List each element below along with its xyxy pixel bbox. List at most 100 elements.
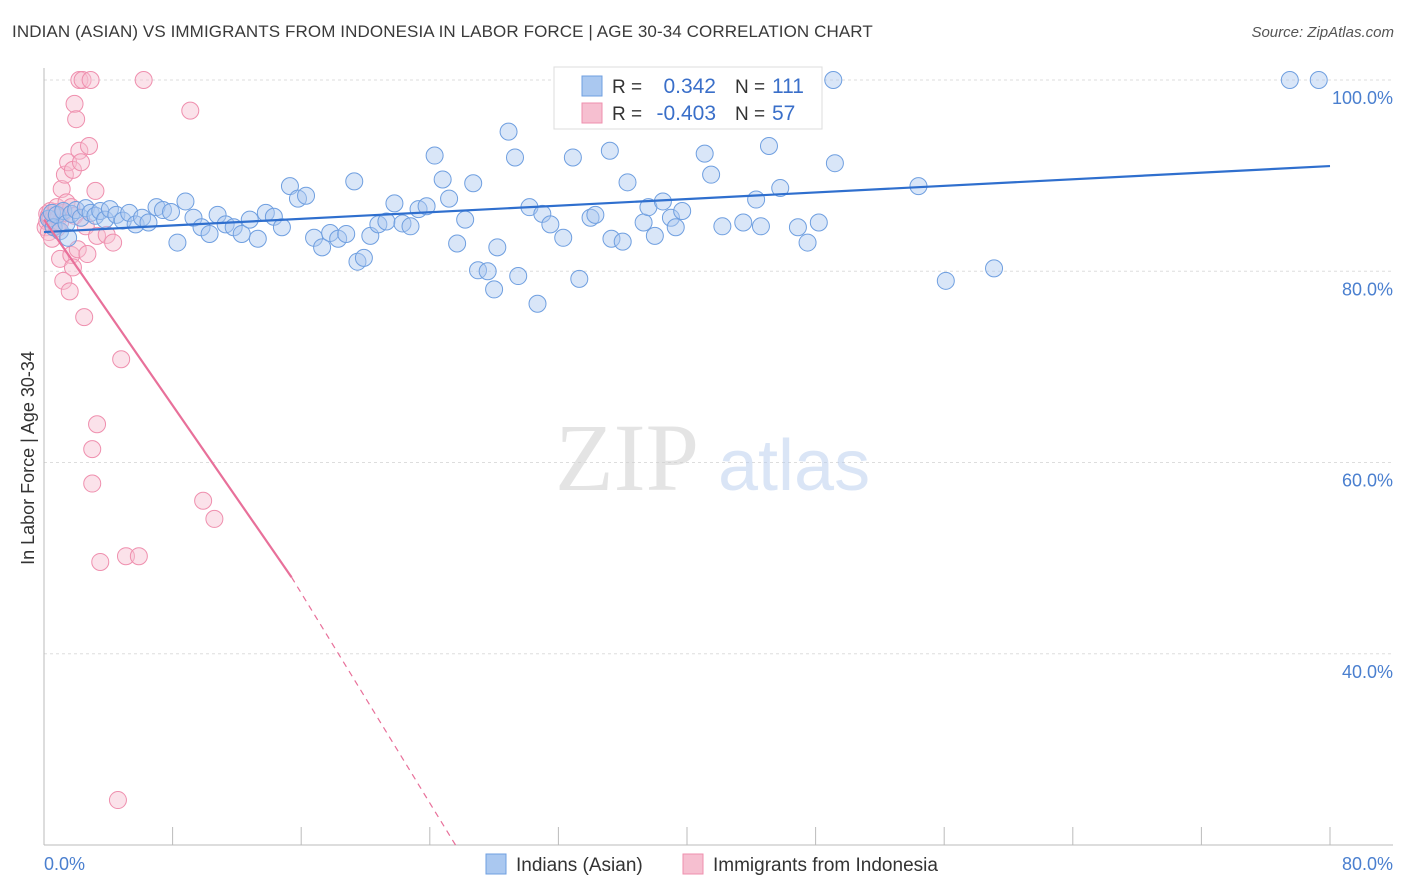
- legend-r-label-2: R =: [612, 104, 642, 125]
- point-indians-asian: [1280, 71, 1299, 89]
- source-label: Source: ZipAtlas.com: [1251, 24, 1394, 41]
- point-immigrants-indonesia: [129, 547, 148, 566]
- point-immigrants-indonesia: [88, 415, 107, 434]
- trend-line-immigrants-indonesia: [43, 218, 293, 578]
- legend-swatch-pink: [581, 102, 603, 124]
- point-indians-asian: [313, 238, 332, 257]
- point-indians-asian: [59, 228, 78, 247]
- stats-legend: R = 0.342 N = 111 R = -0.403 N = 57: [553, 66, 823, 130]
- trend-lines: [43, 164, 1331, 846]
- point-indians-asian: [272, 218, 291, 237]
- point-indians-asian: [1309, 71, 1328, 89]
- watermark-atlas: atlas: [718, 426, 870, 506]
- legend-n-value-1: 111: [772, 75, 804, 98]
- y-axis-title: In Labor Force | Age 30-34: [18, 351, 38, 565]
- legend-n-label-2: N =: [735, 104, 765, 125]
- point-indians-asian: [825, 154, 844, 173]
- legend-n-value-2: 57: [772, 102, 795, 125]
- point-indians-asian: [433, 170, 452, 189]
- y-tick-label: 80.0%: [1342, 279, 1393, 299]
- point-indians-asian: [464, 174, 483, 193]
- point-indians-asian: [661, 208, 680, 227]
- point-immigrants-indonesia: [68, 240, 87, 259]
- point-indians-asian: [809, 213, 828, 232]
- point-indians-asian: [581, 208, 600, 227]
- point-immigrants-indonesia: [67, 110, 86, 129]
- chart-title: INDIAN (ASIAN) VS IMMIGRANTS FROM INDONE…: [12, 22, 873, 41]
- point-indians-asian: [702, 165, 721, 184]
- x-tick-label-max: 80.0%: [1342, 854, 1393, 874]
- series-immigrants-indonesia-points: [36, 71, 224, 810]
- x-tick-label-min: 0.0%: [44, 854, 85, 874]
- point-immigrants-indonesia: [112, 350, 131, 369]
- point-immigrants-indonesia: [181, 101, 200, 120]
- point-indians-asian: [509, 267, 528, 286]
- point-immigrants-indonesia: [134, 71, 153, 89]
- bottom-legend-swatch-pink: [682, 853, 704, 875]
- point-immigrants-indonesia: [63, 258, 82, 277]
- point-immigrants-indonesia: [108, 791, 127, 810]
- point-immigrants-indonesia: [71, 153, 90, 172]
- bottom-legend-label-2: Immigrants from Indonesia: [713, 855, 938, 876]
- point-indians-asian: [798, 233, 817, 252]
- point-immigrants-indonesia: [75, 308, 94, 327]
- point-indians-asian: [176, 192, 195, 211]
- point-indians-asian: [645, 226, 664, 245]
- point-indians-asian: [385, 194, 404, 213]
- point-indians-asian: [771, 179, 790, 198]
- point-indians-asian: [417, 197, 436, 216]
- point-immigrants-indonesia: [86, 181, 105, 200]
- point-indians-asian: [586, 205, 605, 224]
- legend-r-value-1: 0.342: [663, 75, 716, 98]
- point-immigrants-indonesia: [83, 440, 102, 459]
- point-indians-asian: [456, 210, 475, 229]
- point-indians-asian: [554, 228, 573, 247]
- series-indians-asian-points: [39, 71, 1328, 313]
- watermark-zip: ZIP: [555, 404, 699, 511]
- point-immigrants-indonesia: [205, 509, 224, 528]
- point-indians-asian: [528, 294, 547, 313]
- series-legend: Indians (Asian) Immigrants from Indonesi…: [485, 853, 938, 876]
- point-indians-asian: [485, 280, 504, 299]
- gridlines: [44, 79, 1393, 655]
- point-indians-asian: [541, 215, 560, 234]
- point-indians-asian: [985, 259, 1004, 278]
- point-indians-asian: [76, 199, 95, 218]
- point-indians-asian: [600, 141, 619, 160]
- point-indians-asian: [337, 224, 356, 243]
- point-indians-asian: [713, 217, 732, 236]
- point-indians-asian: [425, 146, 444, 165]
- point-indians-asian: [563, 148, 582, 167]
- point-indians-asian: [139, 213, 158, 232]
- point-indians-asian: [602, 229, 621, 248]
- point-indians-asian: [788, 218, 807, 237]
- point-indians-asian: [666, 218, 685, 237]
- legend-swatch-blue: [581, 75, 603, 97]
- point-immigrants-indonesia: [80, 136, 99, 155]
- point-immigrants-indonesia: [65, 94, 84, 113]
- point-indians-asian: [71, 208, 90, 227]
- point-immigrants-indonesia: [51, 249, 70, 268]
- point-immigrants-indonesia: [60, 282, 79, 301]
- point-indians-asian: [824, 71, 843, 89]
- point-indians-asian: [377, 212, 396, 231]
- point-indians-asian: [161, 202, 180, 221]
- point-immigrants-indonesia: [78, 245, 97, 264]
- point-indians-asian: [673, 202, 692, 221]
- point-indians-asian: [488, 238, 507, 257]
- point-immigrants-indonesia: [116, 547, 135, 566]
- point-indians-asian: [759, 136, 778, 155]
- bottom-legend-swatch-blue: [485, 853, 507, 875]
- point-immigrants-indonesia: [54, 271, 73, 290]
- point-indians-asian: [401, 217, 420, 236]
- point-immigrants-indonesia: [81, 71, 100, 89]
- point-indians-asian: [734, 213, 753, 232]
- point-indians-asian: [618, 173, 637, 192]
- point-immigrants-indonesia: [52, 180, 71, 199]
- point-indians-asian: [747, 190, 766, 209]
- point-indians-asian: [751, 217, 770, 236]
- point-immigrants-indonesia: [88, 226, 107, 245]
- point-indians-asian: [936, 271, 955, 290]
- trend-line-indians-asian: [43, 164, 1331, 234]
- point-immigrants-indonesia: [97, 225, 116, 244]
